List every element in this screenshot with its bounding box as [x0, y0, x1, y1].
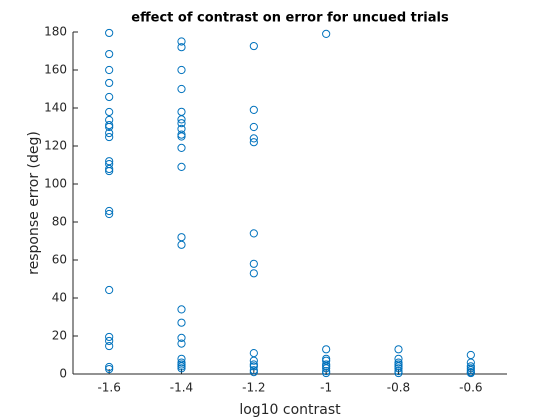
- point: [249, 356, 258, 365]
- point: [177, 37, 186, 46]
- point: [249, 134, 258, 143]
- point: [322, 364, 331, 373]
- point: [105, 362, 114, 372]
- y-tick-label: 40: [52, 291, 67, 305]
- x-axis-label: log10 contrast: [239, 402, 341, 418]
- point: [177, 333, 186, 342]
- point: [105, 336, 114, 346]
- y-tick-label: 180: [44, 25, 67, 39]
- point: [105, 28, 114, 38]
- point: [105, 364, 114, 374]
- point: [177, 132, 186, 141]
- y-axis-label: response error (deg): [26, 131, 42, 275]
- point: [177, 240, 186, 249]
- chart-title: effect of contrast on error for uncued t…: [131, 11, 449, 26]
- point: [249, 362, 258, 371]
- point: [105, 65, 114, 75]
- point: [249, 138, 258, 147]
- point: [394, 368, 403, 378]
- point: [322, 368, 331, 378]
- point: [105, 209, 114, 219]
- x-tick-label: -1.4: [170, 381, 193, 395]
- point: [249, 368, 258, 377]
- point: [105, 157, 114, 166]
- point: [177, 318, 186, 327]
- point: [177, 364, 186, 373]
- y-tick-label: 160: [44, 63, 67, 77]
- point: [177, 115, 186, 124]
- point: [322, 29, 331, 39]
- point: [249, 269, 258, 278]
- point: [466, 368, 475, 378]
- point: [105, 341, 114, 351]
- point: [105, 285, 114, 295]
- x-tick-label: -0.6: [459, 381, 482, 395]
- y-tick-label: 60: [52, 253, 67, 267]
- point: [177, 43, 186, 52]
- point: [105, 49, 114, 59]
- point: [177, 339, 186, 348]
- point: [105, 128, 114, 138]
- y-tick-label: 20: [52, 329, 67, 343]
- point: [249, 122, 258, 132]
- y-tick-label: 140: [44, 101, 67, 115]
- point: [394, 364, 403, 373]
- point: [105, 332, 114, 342]
- point: [394, 345, 403, 354]
- y-tick-label: 120: [44, 139, 67, 153]
- y-tick-label: 0: [59, 367, 67, 381]
- point: [177, 107, 186, 116]
- point: [105, 78, 114, 88]
- x-tick-label: -1.2: [242, 381, 265, 395]
- point: [105, 206, 114, 216]
- y-tick-label: 100: [44, 177, 67, 191]
- point: [177, 162, 186, 171]
- point: [177, 305, 186, 314]
- point: [249, 229, 258, 238]
- point: [249, 259, 258, 268]
- point: [177, 65, 186, 75]
- point: [105, 166, 114, 176]
- point: [249, 41, 258, 51]
- point: [177, 233, 186, 242]
- point: [105, 122, 114, 132]
- point: [177, 119, 186, 128]
- point: [322, 345, 331, 354]
- point: [249, 105, 258, 115]
- point: [177, 143, 186, 152]
- y-tick-label: 80: [52, 215, 67, 229]
- point: [105, 132, 114, 142]
- x-tick-label: -1.6: [97, 381, 120, 395]
- point: [105, 92, 114, 102]
- x-tick-label: -1: [320, 381, 332, 395]
- x-tick-label: -0.8: [387, 381, 410, 395]
- point: [177, 84, 186, 94]
- point: [466, 350, 475, 360]
- point: [249, 349, 258, 358]
- point: [105, 107, 114, 117]
- point: [105, 164, 114, 174]
